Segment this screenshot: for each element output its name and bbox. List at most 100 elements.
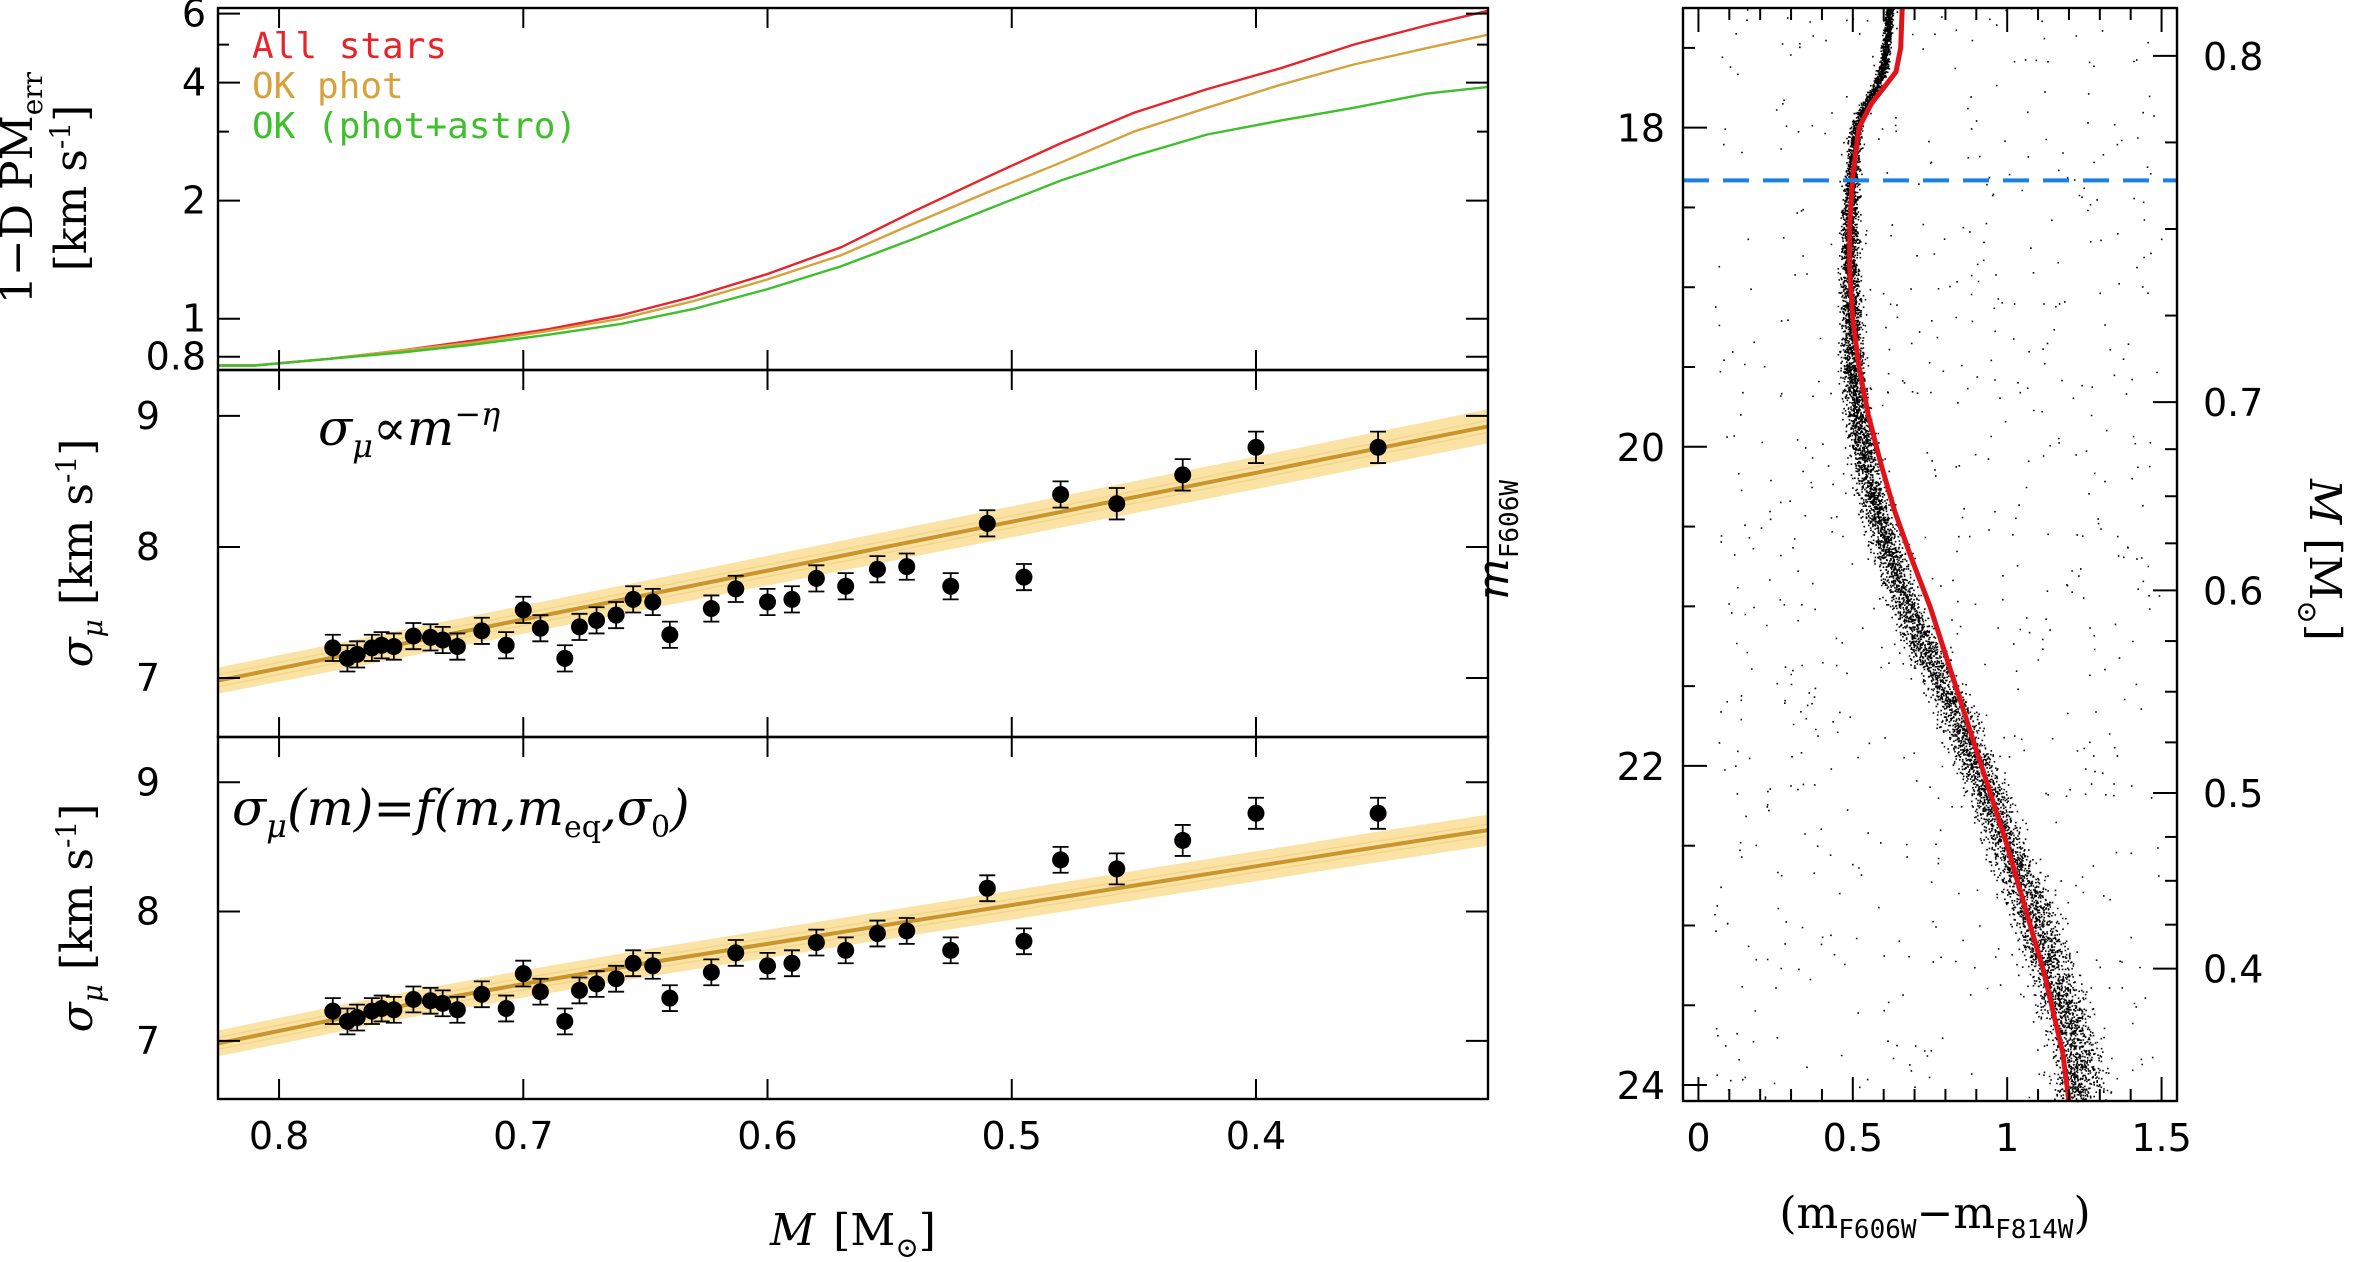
power-law-points (324, 430, 1387, 673)
power-law-data-point (868, 560, 886, 578)
equipartition-points (324, 796, 1387, 1036)
pm-y-tick-label: 2 (182, 179, 206, 223)
cmd-y-tick-label: 24 (1617, 1064, 1665, 1108)
pm-error-y-ticks: 0.81 2 4 6 (146, 0, 1488, 379)
cmd-x-tick-label: 0 (1686, 1116, 1710, 1160)
power-law-data-point (661, 626, 679, 644)
power-law-data-point (404, 627, 422, 645)
power-law-data-point (978, 514, 996, 532)
power-law-y-tick-label: 8 (136, 525, 160, 569)
legend-ok-phot: OK phot (252, 66, 404, 107)
power-law-data-point (556, 649, 574, 667)
cmd-star-cloud (1714, 8, 2163, 1103)
cmd-y-tick-label: 18 (1617, 107, 1665, 151)
equipartition-annotation: σμ(m)=f(m,meq,σ0) (232, 779, 690, 845)
power-law-data-point (942, 577, 960, 595)
equipartition-data-point (556, 1012, 574, 1030)
equipartition-data-point (607, 970, 625, 988)
equipartition-data-point (404, 990, 422, 1008)
pm-y-tick-label: 0.8 (146, 335, 206, 379)
equipartition-ticks: 7 8 9 0.8 0.7 0.6 0.5 0.4 (136, 737, 1488, 1158)
equipartition-data-point (1108, 860, 1126, 878)
cmd-x-label: (mF606W−mF814W) (1779, 1188, 2090, 1245)
equipartition-data-point (624, 954, 642, 972)
cmd-y-label: mF606W (1468, 480, 1525, 600)
power-law-data-point (807, 569, 825, 587)
equipartition-data-point (942, 941, 960, 959)
svg-text:M[M⊙]: M[M⊙] (2291, 478, 2350, 641)
power-law-data-point (473, 622, 491, 640)
equipartition-data-point (868, 925, 886, 943)
equipartition-data-point (1052, 851, 1070, 869)
power-law-data-point (588, 611, 606, 629)
power-law-data-point (348, 645, 366, 663)
cmd-panel-frame (1681, 6, 2179, 1103)
svg-text:σμ[km s-1]: σμ[km s-1] (50, 439, 109, 668)
equipartition-data-point (385, 1001, 403, 1019)
cmd-star-points (1714, 8, 2163, 1103)
power-law-data-point (702, 600, 720, 618)
equipartition-data-point (644, 957, 662, 975)
cmd-right-y-label: M[M⊙] (2291, 478, 2350, 641)
power-law-panel: 7 8 9 σμ∝m−η σμ[km s-1] (50, 368, 1490, 739)
power-law-data-point (783, 590, 801, 608)
equipartition-band (217, 814, 1489, 1057)
legend-all-stars: All stars (252, 26, 447, 67)
cmd-ticks: 0 0.5 1 1.5 18 20 22 24 0.8 0.7 0.6 0.5 0.4 (1617, 8, 2263, 1160)
equipartition-data-point (898, 922, 916, 940)
power-law-data-point (448, 638, 466, 656)
equipartition-panel: 7 8 9 0.8 0.7 0.6 0.5 0.4 σμ(m)=f(m,meq,σ0) σμ[… (50, 735, 1490, 1262)
cmd-isochrone-line (1847, 7, 2072, 1102)
power-law-data-point (837, 577, 855, 595)
power-law-data-point (1174, 466, 1192, 484)
svg-text:1−D PMerr: 1−D PMerr (0, 71, 49, 304)
cmd-right-tick-label: 0.8 (2203, 35, 2263, 79)
power-law-data-point (727, 580, 745, 598)
equipartition-data-point (473, 985, 491, 1003)
cmd-right-tick-label: 0.4 (2203, 948, 2263, 992)
power-law-y-ticks: 7 8 9 (136, 370, 1488, 737)
cmd-x-tick-label: 1 (1995, 1116, 2019, 1160)
equipartition-y-tick-label: 9 (136, 760, 160, 804)
pm-error-y-units: [km s (46, 149, 97, 271)
equipartition-data-point (531, 983, 549, 1001)
power-law-y-tick-label: 7 (136, 656, 160, 700)
pm-error-series-2 (218, 85, 1489, 367)
equipartition-data-point (978, 879, 996, 897)
pm-error-curves (218, 9, 1489, 367)
mass-x-tick-label: 0.6 (737, 1114, 797, 1158)
cmd-x-tick-label: 1.5 (2131, 1116, 2191, 1160)
cmd-right-tick-label: 0.5 (2203, 772, 2263, 816)
cmd-lines (1683, 7, 2177, 1102)
pm-error-y-label-main: 1−D PM (0, 115, 43, 304)
pm-error-series-1 (218, 33, 1489, 367)
power-law-data-point (1015, 568, 1033, 586)
equipartition-data-point (1174, 831, 1192, 849)
equipartition-data-point (497, 1000, 515, 1017)
equipartition-data-point (837, 941, 855, 959)
equipartition-data-point (783, 954, 801, 972)
mass-x-tick-label: 0.5 (982, 1114, 1042, 1158)
pm-y-tick-label: 6 (182, 0, 206, 36)
power-law-data-point (570, 618, 588, 636)
mass-x-tick-label: 0.8 (249, 1114, 309, 1158)
pm-y-tick-label: 4 (182, 61, 206, 105)
equipartition-data-point (759, 957, 777, 975)
equipartition-data-point (434, 994, 452, 1012)
equipartition-data-point (588, 975, 606, 993)
pm-error-y-units-sup: -1 (44, 122, 77, 149)
equipartition-data-point (570, 981, 588, 999)
power-law-data-point (1052, 486, 1070, 504)
equipartition-data-point (807, 934, 825, 952)
power-law-data-point (434, 631, 452, 649)
equipartition-data-point (448, 1001, 466, 1019)
power-law-data-point (624, 590, 642, 608)
mass-x-tick-label: 0.7 (493, 1114, 553, 1158)
power-law-data-point (898, 558, 916, 576)
power-law-data-point (1247, 438, 1265, 456)
power-law-y-tick-label: 9 (136, 394, 160, 438)
cmd-right-tick-label: 0.6 (2203, 569, 2263, 613)
cmd-y-tick-label: 22 (1617, 745, 1665, 789)
svg-text:mF606W: mF606W (1468, 480, 1525, 600)
